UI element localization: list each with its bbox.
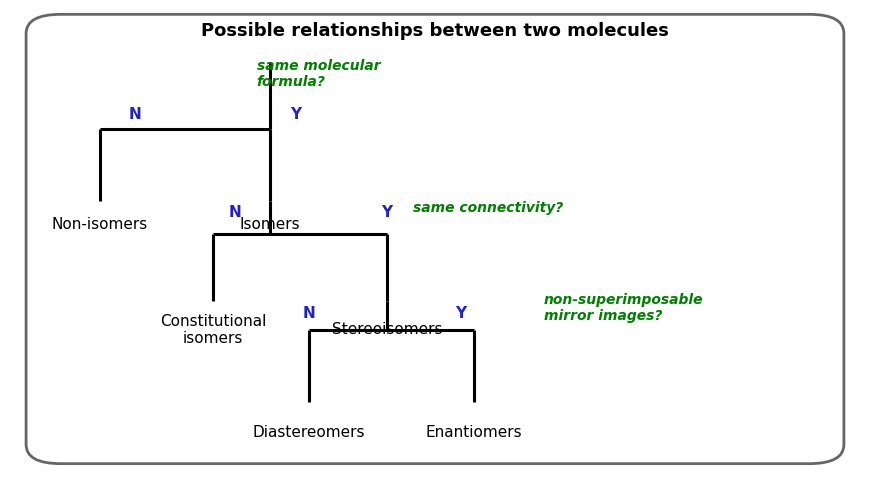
- Text: same molecular
formula?: same molecular formula?: [256, 59, 380, 89]
- Text: Isomers: Isomers: [239, 217, 300, 232]
- Text: Non-isomers: Non-isomers: [52, 217, 148, 232]
- Text: N: N: [129, 107, 141, 122]
- Text: Y: Y: [455, 305, 466, 321]
- FancyBboxPatch shape: [26, 14, 843, 464]
- Text: non-superimposable
mirror images?: non-superimposable mirror images?: [543, 293, 702, 324]
- Text: Diastereomers: Diastereomers: [252, 425, 365, 440]
- Text: Constitutional
isomers: Constitutional isomers: [160, 314, 266, 346]
- Text: N: N: [302, 305, 315, 321]
- Text: Enantiomers: Enantiomers: [425, 425, 522, 440]
- Text: Possible relationships between two molecules: Possible relationships between two molec…: [201, 22, 668, 40]
- Text: Y: Y: [381, 205, 392, 220]
- Text: N: N: [229, 205, 241, 220]
- Text: Y: Y: [290, 107, 301, 122]
- Text: Stereoisomers: Stereoisomers: [331, 322, 442, 337]
- Text: same connectivity?: same connectivity?: [413, 201, 563, 215]
